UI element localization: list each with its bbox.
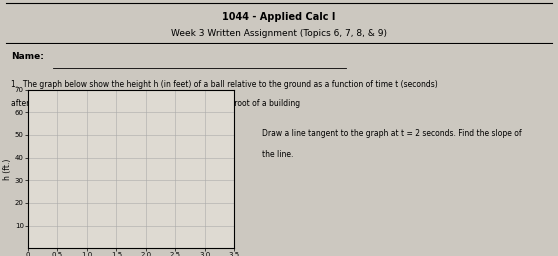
Text: the line.: the line. — [262, 150, 294, 159]
Text: 1.  The graph below show the height h (in feet) of a ball relative to the ground: 1. The graph below show the height h (in… — [11, 80, 438, 89]
Text: after it is tossed straight into the air near the edge of the root of a building: after it is tossed straight into the air… — [11, 99, 300, 108]
Text: Draw a line tangent to the graph at t = 2 seconds. Find the slope of: Draw a line tangent to the graph at t = … — [262, 129, 522, 137]
Text: Name:: Name: — [11, 52, 44, 61]
Text: 1044 - Applied Calc I: 1044 - Applied Calc I — [222, 12, 336, 22]
Text: Week 3 Written Assignment (Topics 6, 7, 8, & 9): Week 3 Written Assignment (Topics 6, 7, … — [171, 29, 387, 38]
Y-axis label: h (ft.): h (ft.) — [3, 158, 12, 180]
